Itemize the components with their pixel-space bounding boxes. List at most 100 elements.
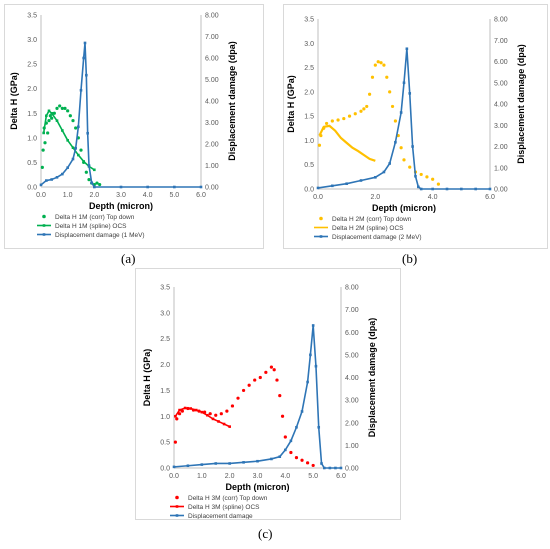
data-point	[320, 462, 323, 465]
data-point	[214, 462, 218, 465]
x-tick-label: 6.0	[196, 192, 206, 199]
data-point	[61, 129, 64, 132]
data-point	[177, 412, 182, 416]
data-point	[309, 353, 312, 357]
data-point	[236, 396, 240, 400]
data-point	[314, 364, 318, 368]
data-point	[93, 185, 96, 189]
data-point	[55, 106, 59, 110]
data-point	[58, 104, 62, 108]
data-point	[45, 114, 48, 118]
data-point	[79, 148, 83, 152]
legend-entry: Delta H 1M (corr) Top down	[55, 214, 135, 221]
data-point	[79, 88, 83, 92]
data-point	[242, 461, 245, 464]
series-line-1	[318, 124, 376, 162]
legend-entry: Delta H 2M (corr) Top down	[332, 216, 412, 223]
data-point	[45, 179, 48, 182]
x-tick-label: 3.0	[253, 473, 263, 480]
data-point	[431, 187, 434, 191]
data-point	[379, 61, 383, 65]
legend-marker-point	[42, 233, 46, 236]
y-tick-label: 3.0	[304, 41, 314, 48]
y2-tick-label: 3.00	[345, 398, 359, 405]
data-point	[408, 92, 412, 95]
data-point	[295, 425, 298, 429]
data-point	[200, 410, 204, 414]
data-point	[230, 404, 235, 408]
y-tick-label: 2.0	[27, 86, 37, 93]
y-tick-label: 3.5	[304, 17, 314, 24]
data-point	[93, 168, 96, 172]
data-point	[42, 131, 45, 135]
data-point	[359, 109, 363, 113]
y2-tick-label: 5.00	[205, 77, 219, 84]
y-tick-label: 0.5	[160, 440, 170, 447]
data-point	[417, 185, 420, 189]
data-point	[71, 146, 75, 149]
series-line-2	[40, 42, 201, 188]
data-point	[345, 182, 348, 185]
data-point	[374, 176, 377, 179]
data-point	[278, 455, 282, 458]
x-tick-label: 4.0	[143, 192, 153, 199]
legend-entry: Displacement damage (1 MeV)	[55, 232, 145, 239]
data-point	[317, 425, 321, 429]
caption-c: (c)	[258, 526, 273, 541]
data-point	[283, 435, 287, 439]
chart-panel-c: 0.0 1.0 2.0 3.0 4.0 5.0 6.0 0.0 0.5 1.0 1.5 2.0 2.5 3…	[135, 268, 401, 520]
legend-marker	[42, 214, 46, 219]
legend-entry: Delta H 2M (spline) OCS	[332, 225, 404, 232]
data-point	[284, 448, 287, 452]
data-point	[50, 111, 53, 115]
data-point	[336, 118, 340, 122]
data-point	[408, 165, 412, 169]
x-tick-label: 0.0	[169, 473, 179, 480]
data-point	[47, 119, 51, 123]
data-point	[272, 368, 276, 372]
data-point	[368, 92, 372, 96]
data-point	[219, 412, 223, 416]
legend-entry: Displacement damage	[188, 513, 253, 519]
chart-b: 0.0 2.0 4.0 6.0 0.0 0.5 1.0 1.5 2.0 2.5 3.0 3.5 0.00…	[286, 17, 526, 242]
data-point	[178, 408, 181, 412]
y2-tick-label: 4.00	[345, 375, 359, 382]
y-tick-label: 1.0	[304, 138, 314, 145]
data-point	[258, 375, 262, 380]
data-point	[200, 463, 204, 466]
y2-tick-label: 6.00	[345, 330, 359, 337]
x-tick-label: 5.0	[169, 192, 179, 199]
y2-tick-label: 7.00	[345, 307, 359, 314]
y2-tick-label: 6.00	[205, 56, 219, 63]
y2-tick-label: 1.00	[205, 163, 219, 170]
data-point	[228, 425, 231, 428]
data-point	[328, 466, 332, 470]
data-point	[214, 413, 218, 417]
data-point	[253, 378, 257, 382]
chart-panel-a: 0.0 1.0 2.0 3.0 4.0 5.0 6.0 0.0 0.5 1.0 1.5 2.0 2.5 3…	[4, 4, 264, 249]
y-tick-label: 1.5	[304, 114, 314, 121]
data-point	[353, 112, 357, 116]
data-point	[86, 131, 89, 135]
data-point	[394, 140, 397, 144]
data-point	[376, 60, 380, 64]
y2-tick-label: 2.00	[345, 420, 359, 427]
data-point	[311, 324, 315, 327]
data-point	[175, 417, 179, 421]
data-point	[388, 162, 391, 165]
data-point	[48, 114, 52, 118]
data-point	[43, 141, 47, 145]
y-tick-label: 0.0	[304, 187, 314, 194]
chart-a: 0.0 1.0 2.0 3.0 4.0 5.0 6.0 0.0 0.5 1.0 1.5 2.0 2.5 3…	[9, 13, 237, 240]
data-point	[402, 81, 406, 85]
y2-tick-label: 4.00	[494, 102, 508, 109]
data-point	[222, 422, 226, 426]
data-point	[382, 170, 386, 174]
y2-tick-label: 7.00	[205, 34, 219, 41]
data-point	[431, 177, 435, 181]
y2-tick-label: 8.00	[205, 13, 219, 20]
data-point	[241, 388, 246, 393]
data-point	[199, 185, 203, 189]
x-tick-label: 4.0	[280, 473, 290, 480]
y-tick-label: 2.5	[160, 336, 170, 343]
